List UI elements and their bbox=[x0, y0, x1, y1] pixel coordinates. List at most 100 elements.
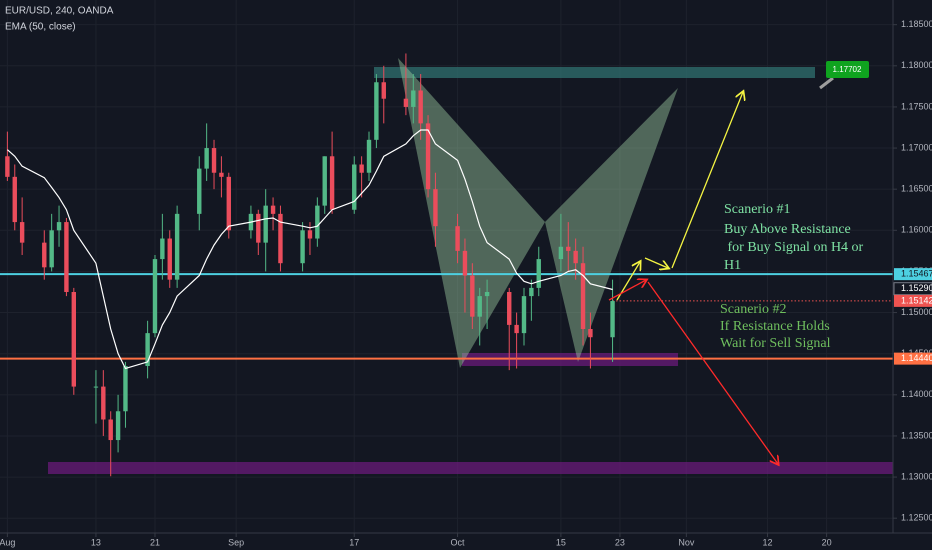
x-tick-label: 17 bbox=[349, 537, 359, 547]
candle-body bbox=[160, 238, 165, 260]
arrow bbox=[644, 257, 668, 268]
candle-body bbox=[455, 226, 460, 251]
candle-body bbox=[263, 205, 268, 243]
arrow bbox=[647, 281, 778, 464]
candle-body bbox=[411, 90, 416, 107]
candle-body bbox=[580, 263, 586, 330]
candle-body bbox=[329, 156, 335, 210]
y-tick-label: 1.13000 bbox=[901, 471, 932, 481]
scenario1-line: Scanerio #1 bbox=[724, 202, 790, 217]
candle-body bbox=[425, 123, 431, 190]
y-tick-label: 1.18000 bbox=[901, 60, 932, 70]
candle-body bbox=[49, 230, 54, 268]
scenario1-line: for Buy Signal on H4 or bbox=[724, 240, 864, 255]
price-level-box bbox=[893, 282, 932, 296]
y-tick-label: 1.12500 bbox=[901, 513, 932, 523]
target-box bbox=[826, 61, 869, 78]
candle-body bbox=[115, 411, 121, 441]
x-tick-label: Sep bbox=[228, 537, 244, 547]
x-tick-label: Oct bbox=[451, 537, 466, 547]
candle-body bbox=[204, 148, 209, 169]
x-tick-label: 20 bbox=[822, 537, 832, 547]
candle-body bbox=[536, 259, 541, 288]
candle-body bbox=[307, 230, 313, 239]
x-tick-label: 12 bbox=[763, 537, 773, 547]
price-level-label: 1.15467 bbox=[901, 269, 932, 279]
price-level-box bbox=[894, 352, 932, 365]
y-tick-label: 1.17500 bbox=[901, 101, 932, 111]
candle-body bbox=[152, 259, 158, 334]
ema-line bbox=[7, 129, 613, 370]
candle-body bbox=[256, 213, 261, 243]
price-level-label: 1.14440 bbox=[901, 353, 932, 363]
arrow bbox=[608, 280, 646, 301]
support-zone bbox=[48, 462, 893, 474]
candle-body bbox=[270, 205, 276, 214]
price-level-label: 1.15142 bbox=[901, 295, 932, 305]
y-tick-label: 1.16500 bbox=[901, 184, 932, 194]
target-label: 1.17702 bbox=[833, 65, 862, 74]
price-level-label: 1.15290 bbox=[901, 283, 932, 293]
candle-body bbox=[366, 139, 372, 173]
indicator-legend: EMA (50, close) bbox=[5, 22, 76, 33]
candle-body bbox=[433, 189, 438, 227]
scenario2-line: Scanerio #2 bbox=[720, 302, 786, 317]
resistance-zone bbox=[374, 67, 815, 78]
candle-body bbox=[5, 156, 10, 177]
x-tick-label: 15 bbox=[556, 537, 566, 547]
chart-title: EUR/USD, 240, OANDA bbox=[5, 6, 114, 17]
candle-body bbox=[381, 82, 386, 99]
candle-body bbox=[566, 246, 571, 251]
candle-body bbox=[93, 386, 99, 388]
candle-body bbox=[418, 90, 423, 124]
candle-body bbox=[352, 164, 357, 210]
y-tick-label: 1.15000 bbox=[901, 307, 932, 317]
x-tick-label: Aug bbox=[0, 537, 15, 547]
candles bbox=[5, 53, 615, 477]
grid bbox=[0, 0, 893, 533]
candle-body bbox=[477, 296, 482, 317]
candle-body bbox=[12, 176, 17, 223]
y-tick-label: 1.17000 bbox=[901, 142, 932, 152]
candle-body bbox=[197, 168, 202, 214]
price-level-box bbox=[894, 268, 932, 281]
candle-body bbox=[19, 222, 25, 243]
candle-body bbox=[359, 164, 364, 173]
pattern-bcd bbox=[545, 88, 678, 362]
candle-body bbox=[374, 82, 379, 140]
candle-body bbox=[56, 222, 62, 231]
scenario2-line: Wait for Sell Signal bbox=[720, 336, 831, 351]
candle-body bbox=[167, 238, 172, 280]
x-tick-label: 21 bbox=[150, 537, 160, 547]
candle-body bbox=[71, 291, 77, 387]
y-tick-label: 1.14000 bbox=[901, 389, 932, 399]
x-tick-label: Nov bbox=[678, 537, 695, 547]
candle-body bbox=[470, 275, 475, 317]
scenario2-line: If Resistance Holds bbox=[720, 319, 830, 334]
target-pointer bbox=[819, 76, 834, 90]
price-level-box bbox=[894, 294, 932, 307]
candle-body bbox=[101, 386, 106, 420]
candle-body bbox=[64, 222, 69, 292]
candle-body bbox=[514, 324, 519, 334]
candle-body bbox=[226, 176, 231, 231]
arrow bbox=[671, 92, 743, 269]
candle-body bbox=[610, 301, 615, 338]
x-tick-label: 23 bbox=[615, 537, 625, 547]
axes: 1.125001.130001.135001.140001.145001.150… bbox=[0, 19, 932, 547]
candle-body bbox=[315, 205, 320, 239]
pattern-xab bbox=[398, 58, 545, 368]
candle-body bbox=[529, 287, 534, 297]
y-tick-label: 1.18500 bbox=[901, 19, 932, 29]
candle-body bbox=[558, 246, 564, 260]
candle-body bbox=[145, 333, 150, 367]
candle-body bbox=[462, 250, 468, 276]
candle-body bbox=[588, 329, 593, 338]
candle-body bbox=[507, 291, 512, 325]
arrows bbox=[608, 92, 778, 464]
candle-body bbox=[219, 172, 224, 177]
scenario1-line: H1 bbox=[724, 258, 741, 273]
scenario1-line: Buy Above Resistance bbox=[724, 222, 851, 237]
candle-body bbox=[322, 156, 327, 206]
